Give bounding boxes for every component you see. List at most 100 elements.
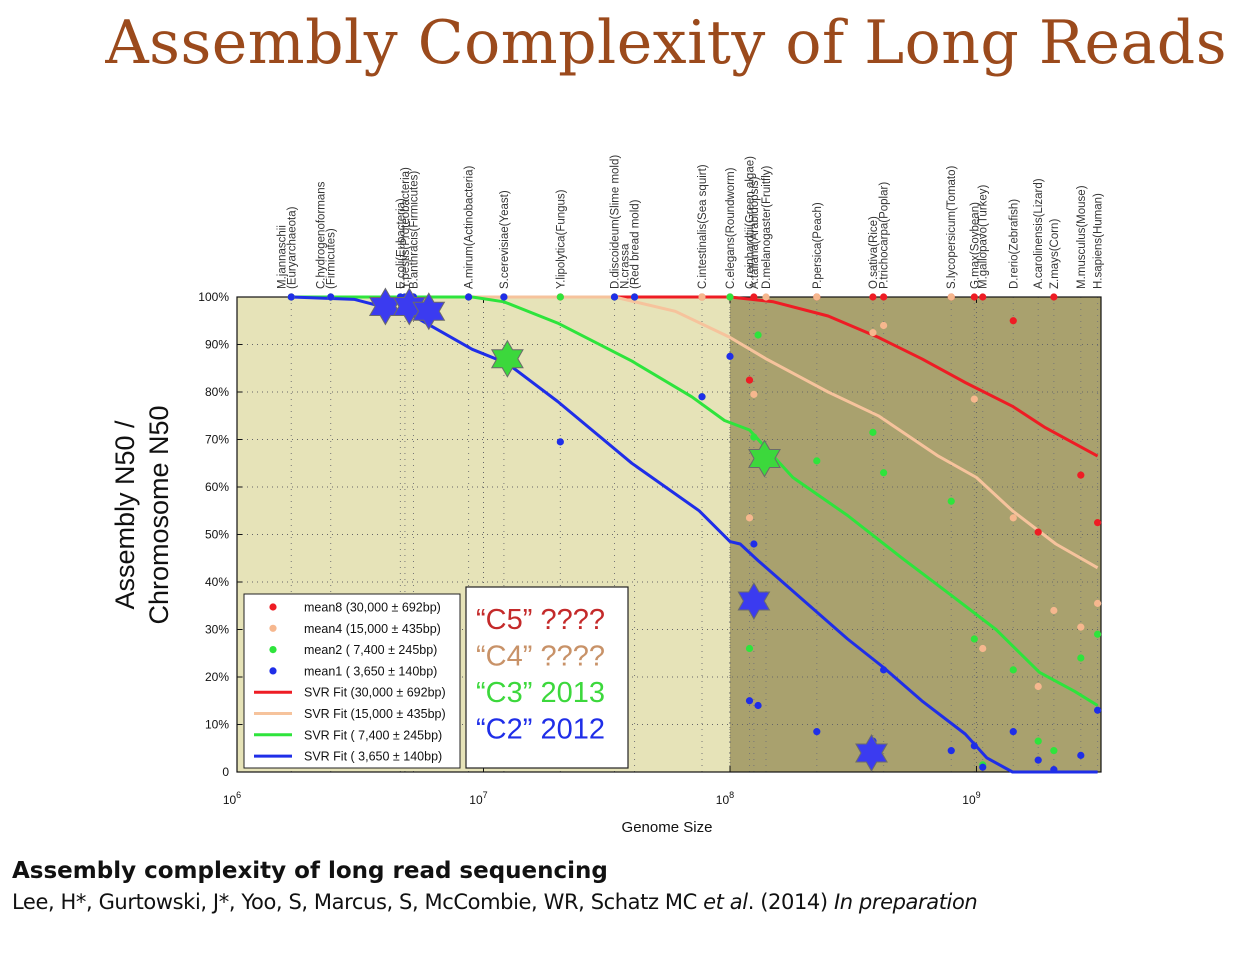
data-point (970, 742, 978, 750)
data-point (1034, 682, 1042, 691)
y-tick-label: 60% (205, 480, 229, 494)
data-point (750, 293, 758, 301)
y-tick-label: 40% (205, 575, 229, 589)
genome-label: D.melanogaster(Fruitfly) (761, 165, 773, 289)
annotation-label: “C2” 2012 (476, 714, 605, 746)
legend-swatch-point (269, 667, 277, 675)
genome-label: M.gallopavo(Turkey) (978, 184, 990, 289)
genome-label: G.max(Soybean) (969, 202, 981, 289)
genome-label: C.hydrogenoformans (316, 181, 328, 289)
data-point (745, 376, 754, 384)
genome-label: Y.lipolytica(Fungus) (555, 189, 567, 289)
data-point (869, 428, 877, 436)
genome-sublabel: (Euryarchaeota) (286, 206, 298, 289)
svr-fit-line-7 (291, 295, 1098, 774)
x-tick-label: 108 (716, 790, 734, 807)
data-point (1034, 737, 1042, 745)
data-point (754, 701, 762, 710)
y-tick-label: 100% (198, 290, 229, 304)
genome-label: C.reinhardtii(Green algae) (745, 156, 757, 289)
genome-labels: M.jannaschii(Euryarchaeota) C.hydrogenofo… (276, 155, 1104, 289)
citation-authors: Lee, H*, Gurtowski, J*, Yoo, S, Marcus, … (12, 890, 1242, 914)
star-marker (855, 734, 888, 772)
data-point (813, 457, 821, 465)
y-tick-label: 30% (205, 623, 229, 637)
chart: M.jannaschii(Euryarchaeota) C.hydrogenofo… (110, 155, 1105, 836)
data-point (698, 393, 706, 401)
data-point (327, 293, 335, 301)
genome-label: S.lycopersicum(Tomato) (946, 165, 958, 289)
data-point (1050, 747, 1058, 755)
genome-label: M.jannaschii (276, 225, 288, 289)
x-tick-label: 106 (223, 790, 241, 807)
data-point (947, 497, 955, 505)
data-point (610, 293, 619, 301)
fit-lines (291, 295, 1099, 774)
slide-title: Assembly Complexity of Long Reads (105, 8, 1227, 78)
data-point (1034, 756, 1042, 764)
x-tick-label: 107 (469, 790, 487, 807)
citation-etal: et al (703, 890, 748, 914)
star-markers (368, 287, 888, 772)
legend: mean8 (30,000 ± 692bp) mean4 (15,000 ± 43… (243, 593, 461, 769)
data-point (745, 514, 754, 522)
y-tick-label: 20% (205, 670, 229, 684)
citation-status: In preparation (833, 890, 978, 914)
data-point (1009, 514, 1017, 522)
x-axis-label: Genome Size (622, 819, 713, 836)
data-point (750, 433, 758, 441)
chart-grid (237, 297, 1101, 772)
legend-label: mean8 (30,000 ± 692bp) (304, 601, 441, 615)
legend-box (243, 593, 461, 769)
data-point (979, 763, 987, 771)
genome-label: C.intestinalis(Sea squirt) (697, 164, 709, 289)
legend-swatch-point (269, 646, 277, 654)
genome-label: O.sativa(Rice) (868, 216, 880, 289)
axis-ticks: 0 10% 20% 30% 40% 50% 60% 70% 80% 90% 100% 106 107 10… (198, 290, 980, 807)
legend-label: mean2 ( 7,400 ± 245bp) (304, 643, 437, 657)
genome-label: Z.mays(Corn) (1049, 219, 1061, 289)
data-point (813, 728, 821, 736)
data-point (726, 352, 734, 360)
citation-title: Assembly complexity of long read sequenc… (12, 858, 608, 884)
data-point (1077, 751, 1085, 759)
data-point (947, 293, 955, 301)
y-tick-label: 0 (222, 765, 229, 779)
genome-label: A.taliana(Arabidopsis) (749, 176, 761, 289)
data-point (287, 293, 295, 301)
data-point (698, 293, 706, 301)
genome-label: B.anthracis(Firmicutes) (408, 171, 420, 289)
data-point (745, 697, 754, 705)
genome-label: M.musculus(Mouse) (1076, 185, 1088, 289)
data-point (979, 293, 987, 301)
data-point (1050, 606, 1058, 615)
data-point (1094, 630, 1102, 638)
y-tick-label: 70% (205, 433, 229, 447)
data-point (979, 644, 987, 653)
annotation-label: “C5” ???? (476, 604, 605, 636)
data-point (947, 747, 955, 755)
data-point (970, 395, 978, 403)
svr-fit-line-5 (291, 295, 1099, 570)
genome-label: Y.pestis(Proteobacteria) (400, 167, 412, 289)
star-marker (737, 582, 771, 620)
data-point (1050, 766, 1058, 774)
svr-fit-line-4 (291, 295, 1099, 458)
legend-label: SVR Fit (15,000 ± 435bp) (304, 707, 446, 721)
y-tick-label: 80% (205, 385, 229, 399)
genome-label: C.elegans(Roundworm) (725, 167, 737, 289)
data-point (1077, 654, 1085, 662)
data-point (464, 293, 473, 301)
annotation-box-frame (465, 586, 629, 769)
data-point (630, 293, 639, 301)
data-point (556, 438, 564, 446)
genome-label: D.discoideum(Slime mold) (610, 155, 622, 289)
genome-label: S.cerevisiae(Yeast) (499, 190, 511, 289)
annotation-box: “C5” ???? “C4” ???? “C3” 2013 “C2” 2012 (465, 586, 629, 769)
data-point (726, 293, 734, 301)
data-points (287, 293, 1102, 774)
genome-sublabel: (Red bread mold) (630, 199, 642, 289)
citation-year: . (2014) (747, 890, 834, 914)
data-point (1034, 528, 1042, 536)
data-point (1009, 666, 1017, 674)
